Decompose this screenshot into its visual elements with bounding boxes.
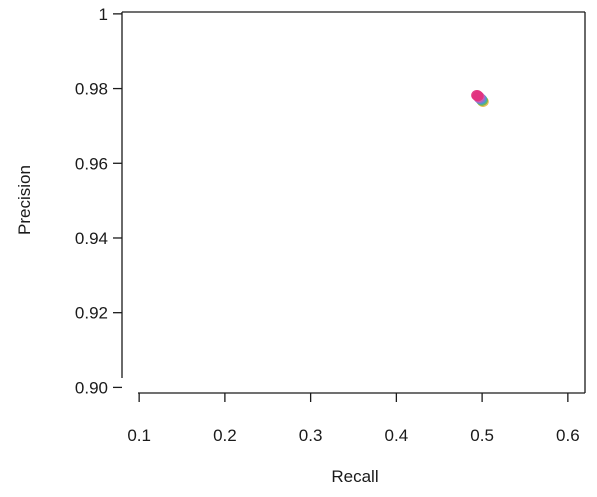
data-point xyxy=(471,89,483,101)
data-points xyxy=(471,89,489,107)
y-tick-label: 0.92 xyxy=(75,304,108,323)
x-tick-label: 0.5 xyxy=(470,426,494,445)
y-axis-label: Precision xyxy=(15,165,34,235)
x-tick-label: 0.3 xyxy=(299,426,323,445)
x-tick-label: 0.4 xyxy=(385,426,409,445)
y-tick-label: 0.96 xyxy=(75,154,108,173)
x-axis-label: Recall xyxy=(331,467,378,486)
y-tick-label: 0.98 xyxy=(75,80,108,99)
y-tick-label: 0.90 xyxy=(75,378,108,397)
y-axis: 0.90 0.92 0.94 0.96 0.98 1 xyxy=(75,5,122,397)
x-tick-label: 0.2 xyxy=(213,426,237,445)
y-tick-label: 0.94 xyxy=(75,229,108,248)
x-axis: 0.1 0.2 0.3 0.4 0.5 0.6 xyxy=(127,393,580,445)
y-tick-label: 1 xyxy=(99,5,108,24)
plot-frame xyxy=(121,11,586,394)
x-tick-label: 0.1 xyxy=(127,426,151,445)
x-tick-label: 0.6 xyxy=(556,426,580,445)
